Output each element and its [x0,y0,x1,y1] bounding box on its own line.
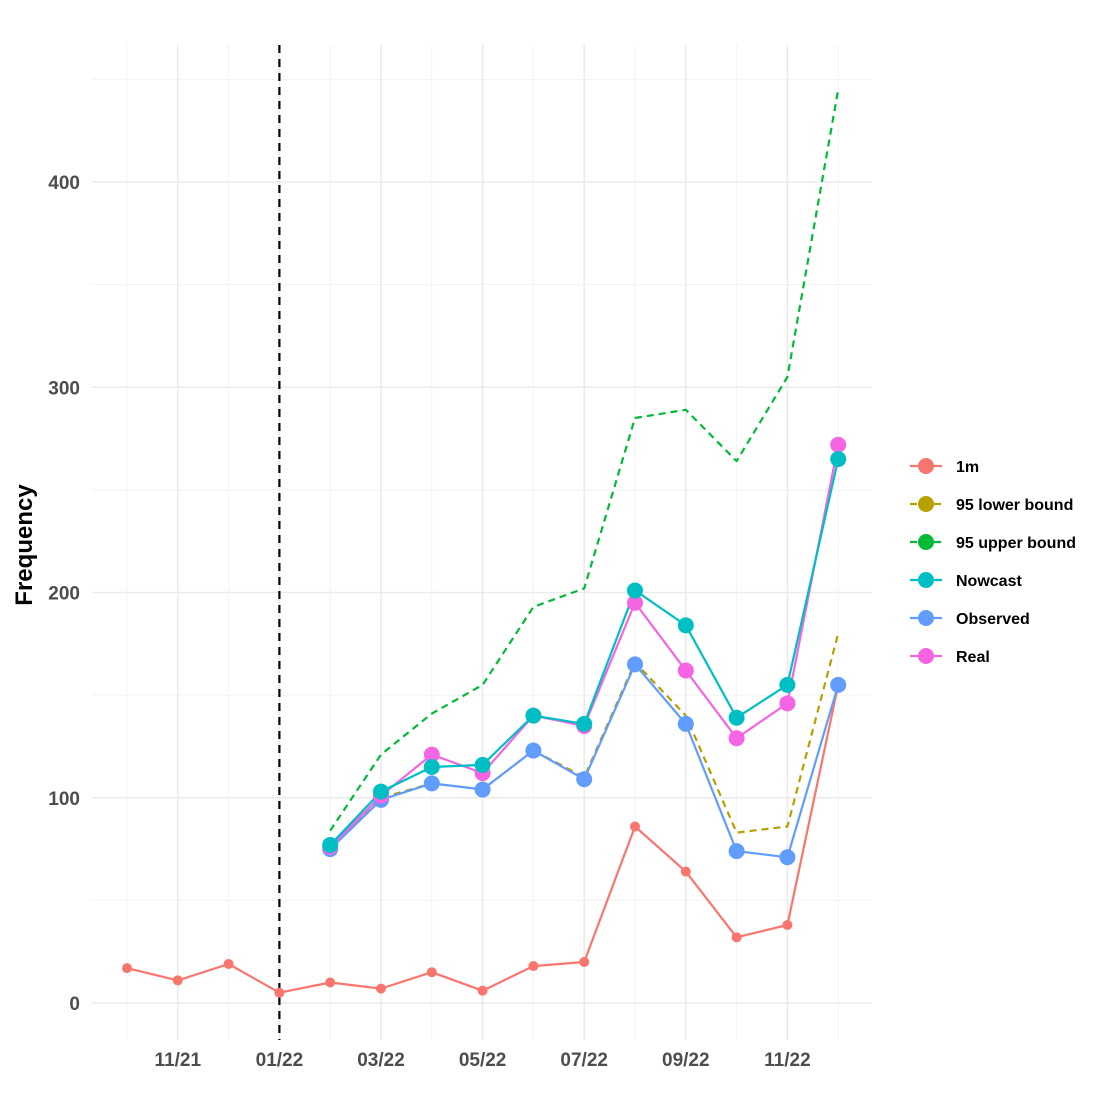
point-nowcast [728,709,745,726]
point-1m [325,977,336,988]
series-layer [122,89,847,998]
point-1m [376,983,386,994]
y-tick-label: 400 [48,173,80,194]
legend-item-1m: 1m [910,458,979,476]
point-nowcast [322,836,339,853]
point-1m [223,959,234,970]
legend-key-point [918,648,934,664]
point-observed [576,771,593,788]
point-1m [122,963,132,974]
x-tick-label: 03/22 [357,1050,405,1071]
x-tick-label: 07/22 [560,1050,608,1071]
point-1m [172,975,183,986]
legend-label: 95 lower bound [956,497,1073,514]
point-observed [423,775,440,792]
x-tick-label: 09/22 [662,1050,710,1071]
legend-item-95-upper-bound: 95 upper bound [910,534,1076,552]
point-real [830,436,847,453]
legend-label: Nowcast [956,573,1022,590]
point-real [423,746,440,763]
series-line-95-upper-bound [329,89,840,832]
point-1m [528,961,539,972]
point-real [677,662,694,679]
legend-label: Observed [956,611,1030,628]
legend-key-point [918,572,934,588]
y-tick-label: 200 [48,584,80,605]
x-tick-label: 05/22 [459,1050,507,1071]
point-real [627,594,643,611]
point-real [728,730,745,747]
point-observed [830,676,847,693]
y-tick-label: 0 [69,994,80,1015]
point-observed [677,715,694,732]
legend-key-point [918,496,934,512]
point-nowcast [779,676,796,693]
y-tick-label: 300 [48,378,80,399]
point-1m [731,932,742,943]
legend-key-point [918,458,934,474]
x-tick-label: 01/22 [256,1050,304,1071]
point-observed [627,656,643,673]
axes: 0 100 200 300 400 11/21 01/22 03/22 05/22 07/22 09… [48,173,810,1071]
y-axis-title: Frequency [11,484,38,606]
point-1m [782,920,793,931]
point-observed [779,849,796,866]
point-nowcast [474,756,491,773]
legend-item-observed: Observed [910,610,1030,628]
series-line-95-lower-bound [329,633,840,848]
x-tick-label: 11/21 [155,1050,202,1071]
legend-item-nowcast: Nowcast [910,572,1022,590]
point-nowcast [576,715,593,732]
legend: 1m 95 lower bound 95 upper bound Nowcast Obs… [910,458,1076,666]
point-nowcast [423,758,440,775]
legend-label: Real [956,649,990,666]
point-1m [579,956,590,967]
point-observed [728,843,745,860]
point-1m [274,987,285,998]
point-nowcast [677,617,694,634]
point-nowcast [525,707,542,724]
legend-item-95-lower-bound: 95 lower bound [910,496,1073,514]
legend-key-point [918,610,934,626]
point-real [779,695,796,712]
point-1m [630,821,640,832]
legend-label: 1m [956,459,979,476]
legend-item-real: Real [910,648,990,666]
point-nowcast [627,582,643,599]
point-observed [474,781,491,798]
legend-label: 95 upper bound [956,535,1076,552]
legend-key-point [918,534,934,550]
point-nowcast [373,783,389,800]
point-1m [680,866,691,877]
point-observed [525,742,542,759]
x-tick-label: 11/22 [764,1050,811,1071]
point-1m [477,985,488,996]
y-tick-label: 100 [48,789,80,810]
point-1m [426,967,437,978]
grid-lines [92,45,872,1040]
point-nowcast [830,451,847,468]
